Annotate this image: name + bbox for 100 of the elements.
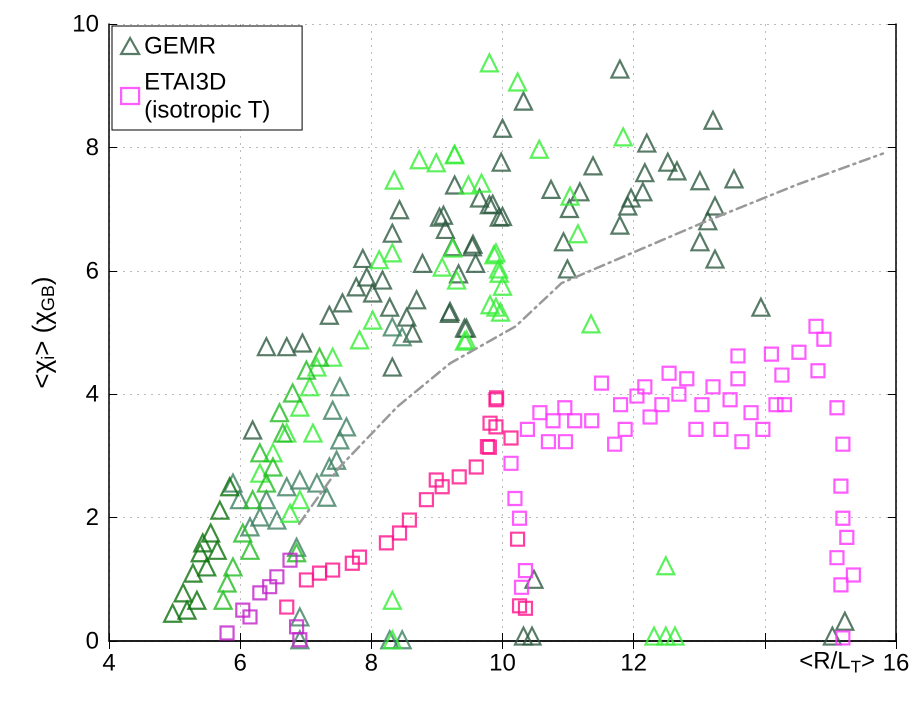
point	[230, 490, 250, 510]
point	[317, 488, 336, 507]
point	[310, 348, 330, 367]
x-tick-label: 4	[102, 650, 116, 676]
point	[629, 388, 645, 404]
point	[713, 422, 728, 437]
point	[671, 386, 687, 402]
y-tick-label: 2	[86, 504, 99, 532]
point	[217, 573, 237, 593]
point	[240, 517, 260, 536]
point	[296, 360, 316, 380]
point	[363, 310, 382, 330]
point	[472, 174, 492, 193]
point	[392, 630, 412, 650]
point	[734, 434, 750, 450]
point	[262, 579, 278, 594]
point	[486, 298, 506, 317]
point	[656, 556, 676, 576]
point	[510, 532, 526, 547]
point	[730, 348, 746, 364]
point	[503, 456, 519, 471]
y-axis-title: <χi> (χGB)	[26, 276, 58, 389]
point	[382, 243, 402, 263]
point	[300, 377, 320, 396]
point	[243, 490, 262, 510]
point	[382, 590, 402, 610]
point	[384, 170, 404, 190]
point	[607, 436, 622, 452]
point	[846, 567, 861, 583]
point	[520, 422, 536, 437]
point	[835, 510, 850, 526]
point	[808, 318, 824, 334]
point	[307, 357, 326, 377]
point	[235, 602, 250, 618]
x-tick-label: 16	[882, 650, 910, 676]
point	[290, 607, 310, 627]
point	[665, 626, 685, 646]
point	[679, 371, 694, 386]
point	[197, 557, 216, 577]
point	[614, 127, 633, 147]
point	[810, 363, 826, 378]
point	[503, 430, 519, 446]
point	[350, 330, 370, 350]
legend-label: ETAI3D (isotropic T)	[144, 68, 270, 124]
point	[568, 224, 588, 244]
y-tick-label: 4	[86, 380, 99, 408]
point	[323, 348, 342, 367]
point	[514, 580, 530, 595]
point	[488, 259, 508, 279]
point	[344, 556, 360, 571]
point	[320, 457, 339, 477]
point	[307, 473, 326, 493]
point	[488, 419, 504, 434]
point	[240, 540, 260, 560]
point	[755, 422, 770, 437]
point	[434, 479, 450, 494]
point	[223, 557, 243, 577]
point	[833, 577, 849, 592]
point	[352, 549, 368, 565]
point	[480, 295, 500, 314]
point	[816, 332, 832, 347]
point	[290, 490, 310, 510]
point	[190, 543, 210, 562]
point	[303, 423, 323, 443]
point	[694, 397, 710, 412]
point	[252, 585, 268, 600]
x-tick-label: 8	[364, 650, 378, 676]
point	[286, 538, 306, 557]
point	[210, 500, 230, 520]
point	[730, 371, 746, 386]
point	[282, 552, 298, 568]
point	[290, 398, 310, 417]
point	[402, 512, 417, 528]
point	[743, 405, 759, 420]
point	[432, 258, 452, 277]
point	[288, 619, 304, 634]
point	[835, 436, 850, 452]
y-tick-label: 10	[72, 10, 99, 38]
point	[326, 450, 346, 470]
point	[705, 379, 721, 394]
point	[507, 490, 523, 506]
point	[688, 422, 704, 437]
point	[273, 423, 292, 443]
point	[612, 397, 628, 412]
point	[492, 276, 512, 296]
point	[270, 403, 290, 422]
point	[233, 523, 252, 543]
point	[208, 540, 227, 560]
point	[518, 600, 534, 616]
point	[279, 599, 294, 615]
point	[642, 409, 658, 425]
point	[418, 492, 434, 508]
point	[187, 590, 206, 610]
point	[480, 53, 499, 72]
point	[323, 400, 342, 420]
y-tick-label: 8	[86, 134, 99, 161]
point	[183, 564, 203, 583]
point	[833, 478, 849, 494]
point	[557, 400, 572, 416]
point	[581, 314, 601, 334]
